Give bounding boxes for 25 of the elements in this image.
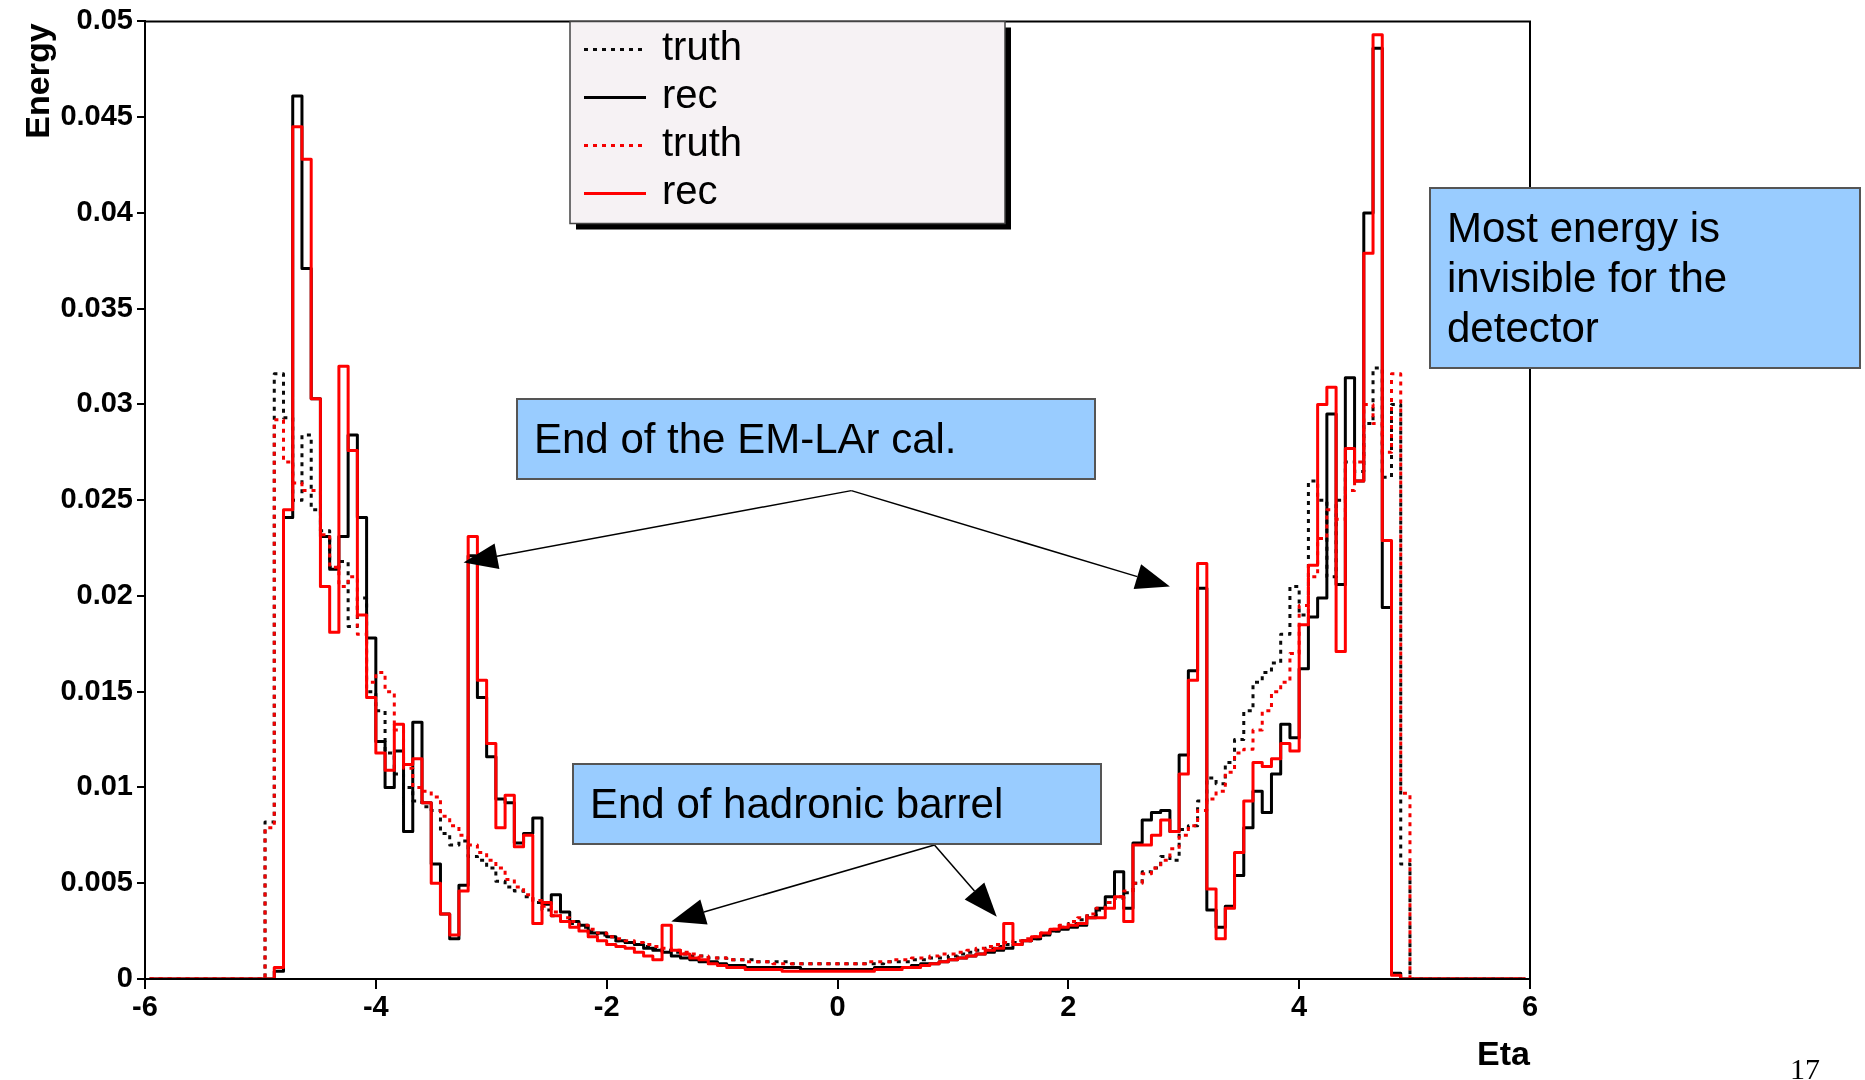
y-tick-label: 0.015 <box>60 673 133 706</box>
y-tick-label: 0.03 <box>76 386 133 419</box>
y-tick-label: 0.05 <box>76 3 133 36</box>
x-tick-label: -4 <box>362 990 389 1023</box>
y-tick-label: 0.035 <box>60 290 133 323</box>
y-tick-label: 0.025 <box>60 482 133 515</box>
x-tick-label: 0 <box>829 990 846 1023</box>
legend-label: truth <box>662 24 743 69</box>
x-axis-title: Eta <box>1477 1033 1532 1072</box>
x-tick-label: 2 <box>1060 990 1077 1023</box>
y-tick-label: 0.04 <box>76 194 133 227</box>
y-tick-label: 0.045 <box>60 99 133 132</box>
x-tick-label: -2 <box>593 990 620 1023</box>
legend-label: truth <box>662 120 743 165</box>
y-tick-label: 0.005 <box>60 865 133 898</box>
legend-label: rec <box>662 72 718 117</box>
x-tick-label: 6 <box>1521 990 1539 1023</box>
y-axis-title: Energy <box>18 23 57 139</box>
y-tick-label: 0.01 <box>76 769 133 802</box>
y-tick-label: 0 <box>116 961 133 993</box>
text: 17 <box>1790 1052 1820 1080</box>
x-tick-label: -6 <box>132 990 158 1023</box>
y-tick-label: 0.02 <box>76 577 133 610</box>
legend-label: rec <box>662 168 718 213</box>
x-tick-label: 4 <box>1291 990 1308 1023</box>
